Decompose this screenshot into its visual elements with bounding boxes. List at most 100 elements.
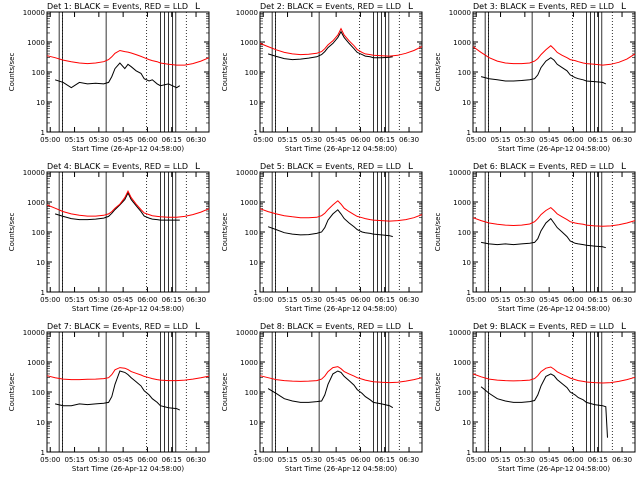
events-series-line — [480, 57, 607, 85]
detector-panel-1: Det 1: BLACK = Events, RED = LLD L 1 10 100 1… — [8, 2, 210, 153]
y-axis-label: Counts/sec — [8, 53, 16, 92]
x-tick-label: 06:30 — [186, 456, 206, 464]
x-tick-label: 06:15 — [375, 456, 395, 464]
events-series-line — [267, 370, 394, 409]
y-tick-label: 100 — [32, 229, 45, 237]
x-tick-label: 06:00 — [350, 456, 370, 464]
x-tick-label: 05:30 — [302, 136, 322, 144]
x-tick-label: 05:45 — [539, 456, 559, 464]
lld-series-line — [472, 206, 636, 227]
y-tick-label: 1000 — [453, 39, 471, 47]
x-tick-label: 06:15 — [588, 456, 608, 464]
y-tick-label: 1 — [467, 129, 471, 137]
y-tick-label: 10 — [36, 99, 45, 107]
x-tick-label: 05:45 — [326, 456, 346, 464]
lld-series-line — [259, 366, 423, 384]
lld-series-line — [46, 49, 210, 66]
y-tick-label: 10 — [249, 99, 258, 107]
y-tick-label: 1000 — [27, 199, 45, 207]
x-tick-label: 06:15 — [375, 136, 395, 144]
x-tick-label: 05:30 — [302, 456, 322, 464]
x-axis-label: Start Time (26-Apr-12 04:58:00) — [72, 465, 184, 473]
detector-panel-8: Det 8: BLACK = Events, RED = LLD L 1 10 100 1… — [221, 322, 423, 473]
x-tick-label: 05:15 — [490, 296, 510, 304]
events-series-line — [54, 191, 180, 221]
x-tick-label: 05:00 — [253, 136, 273, 144]
lld-series-line — [472, 366, 636, 384]
events-series-line — [267, 209, 393, 238]
y-tick-label: 100 — [458, 389, 471, 397]
x-tick-label: 06:00 — [563, 456, 583, 464]
y-tick-label: 1 — [41, 129, 45, 137]
x-tick-label: 06:00 — [137, 456, 157, 464]
x-tick-label: 05:15 — [277, 296, 297, 304]
x-tick-label: 05:45 — [113, 136, 133, 144]
y-tick-label: 10000 — [236, 329, 258, 337]
x-tick-label: 05:15 — [64, 296, 84, 304]
legend-mark: L — [408, 2, 413, 12]
y-tick-label: 1 — [467, 449, 471, 457]
x-tick-label: 05:30 — [515, 136, 535, 144]
x-tick-label: 06:30 — [612, 296, 632, 304]
y-tick-label: 10 — [462, 419, 471, 427]
x-tick-label: 06:30 — [186, 136, 206, 144]
x-tick-label: 06:15 — [588, 136, 608, 144]
detector-panel-7: Det 7: BLACK = Events, RED = LLD L 1 10 100 1… — [8, 322, 210, 473]
x-tick-label: 05:45 — [326, 136, 346, 144]
x-tick-label: 05:45 — [326, 296, 346, 304]
x-tick-label: 06:00 — [350, 136, 370, 144]
x-tick-label: 06:00 — [137, 136, 157, 144]
legend-mark: L — [195, 322, 200, 332]
panel-title: Det 2: BLACK = Events, RED = LLD — [260, 2, 401, 11]
y-tick-label: 100 — [458, 69, 471, 77]
y-axis-label: Counts/sec — [434, 53, 442, 92]
panel-title: Det 4: BLACK = Events, RED = LLD — [47, 162, 188, 171]
x-tick-label: 06:30 — [612, 136, 632, 144]
y-tick-label: 1000 — [453, 359, 471, 367]
y-tick-label: 10000 — [23, 169, 45, 177]
x-tick-label: 06:30 — [399, 136, 419, 144]
x-tick-label: 05:00 — [40, 296, 60, 304]
y-tick-label: 10 — [36, 419, 45, 427]
x-tick-label: 05:30 — [89, 456, 109, 464]
detector-panel-2: Det 2: BLACK = Events, RED = LLD L 1 10 100 1… — [221, 2, 423, 153]
x-tick-label: 05:30 — [89, 136, 109, 144]
x-axis-label: Start Time (26-Apr-12 04:58:00) — [72, 305, 184, 313]
panel-title: Det 3: BLACK = Events, RED = LLD — [473, 2, 614, 11]
x-axis-label: Start Time (26-Apr-12 04:58:00) — [498, 305, 610, 313]
x-axis-label: Start Time (26-Apr-12 04:58:00) — [72, 145, 184, 153]
y-tick-label: 10000 — [449, 169, 471, 177]
x-tick-label: 06:30 — [612, 456, 632, 464]
events-series-line — [480, 373, 608, 438]
plot-frame — [259, 331, 423, 453]
x-tick-label: 05:15 — [490, 136, 510, 144]
plot-frame — [472, 331, 636, 453]
x-tick-label: 06:15 — [162, 296, 182, 304]
x-tick-label: 05:15 — [64, 456, 84, 464]
plot-frame — [472, 171, 636, 293]
y-tick-label: 10 — [462, 99, 471, 107]
y-tick-label: 10000 — [236, 169, 258, 177]
detector-panel-6: Det 6: BLACK = Events, RED = LLD L 1 10 100 1… — [434, 162, 636, 313]
panel-title: Det 9: BLACK = Events, RED = LLD — [473, 322, 614, 331]
y-tick-label: 1000 — [240, 39, 258, 47]
lld-series-line — [46, 367, 210, 382]
x-axis-label: Start Time (26-Apr-12 04:58:00) — [498, 465, 610, 473]
x-tick-label: 06:30 — [399, 296, 419, 304]
x-tick-label: 05:15 — [490, 456, 510, 464]
legend-mark: L — [195, 162, 200, 172]
detector-panel-3: Det 3: BLACK = Events, RED = LLD L 1 10 100 1… — [434, 2, 636, 153]
plot-frame — [472, 11, 636, 133]
x-tick-label: 05:00 — [253, 456, 273, 464]
y-tick-label: 100 — [245, 69, 258, 77]
y-tick-label: 1 — [254, 449, 258, 457]
x-tick-label: 05:15 — [64, 136, 84, 144]
y-tick-label: 10 — [36, 259, 45, 267]
events-series-line — [54, 370, 181, 411]
x-tick-label: 06:00 — [350, 296, 370, 304]
x-tick-label: 05:00 — [40, 136, 60, 144]
detector-panel-5: Det 5: BLACK = Events, RED = LLD L 1 10 100 1… — [221, 162, 423, 313]
x-tick-label: 05:45 — [539, 136, 559, 144]
plot-frame — [259, 171, 423, 293]
